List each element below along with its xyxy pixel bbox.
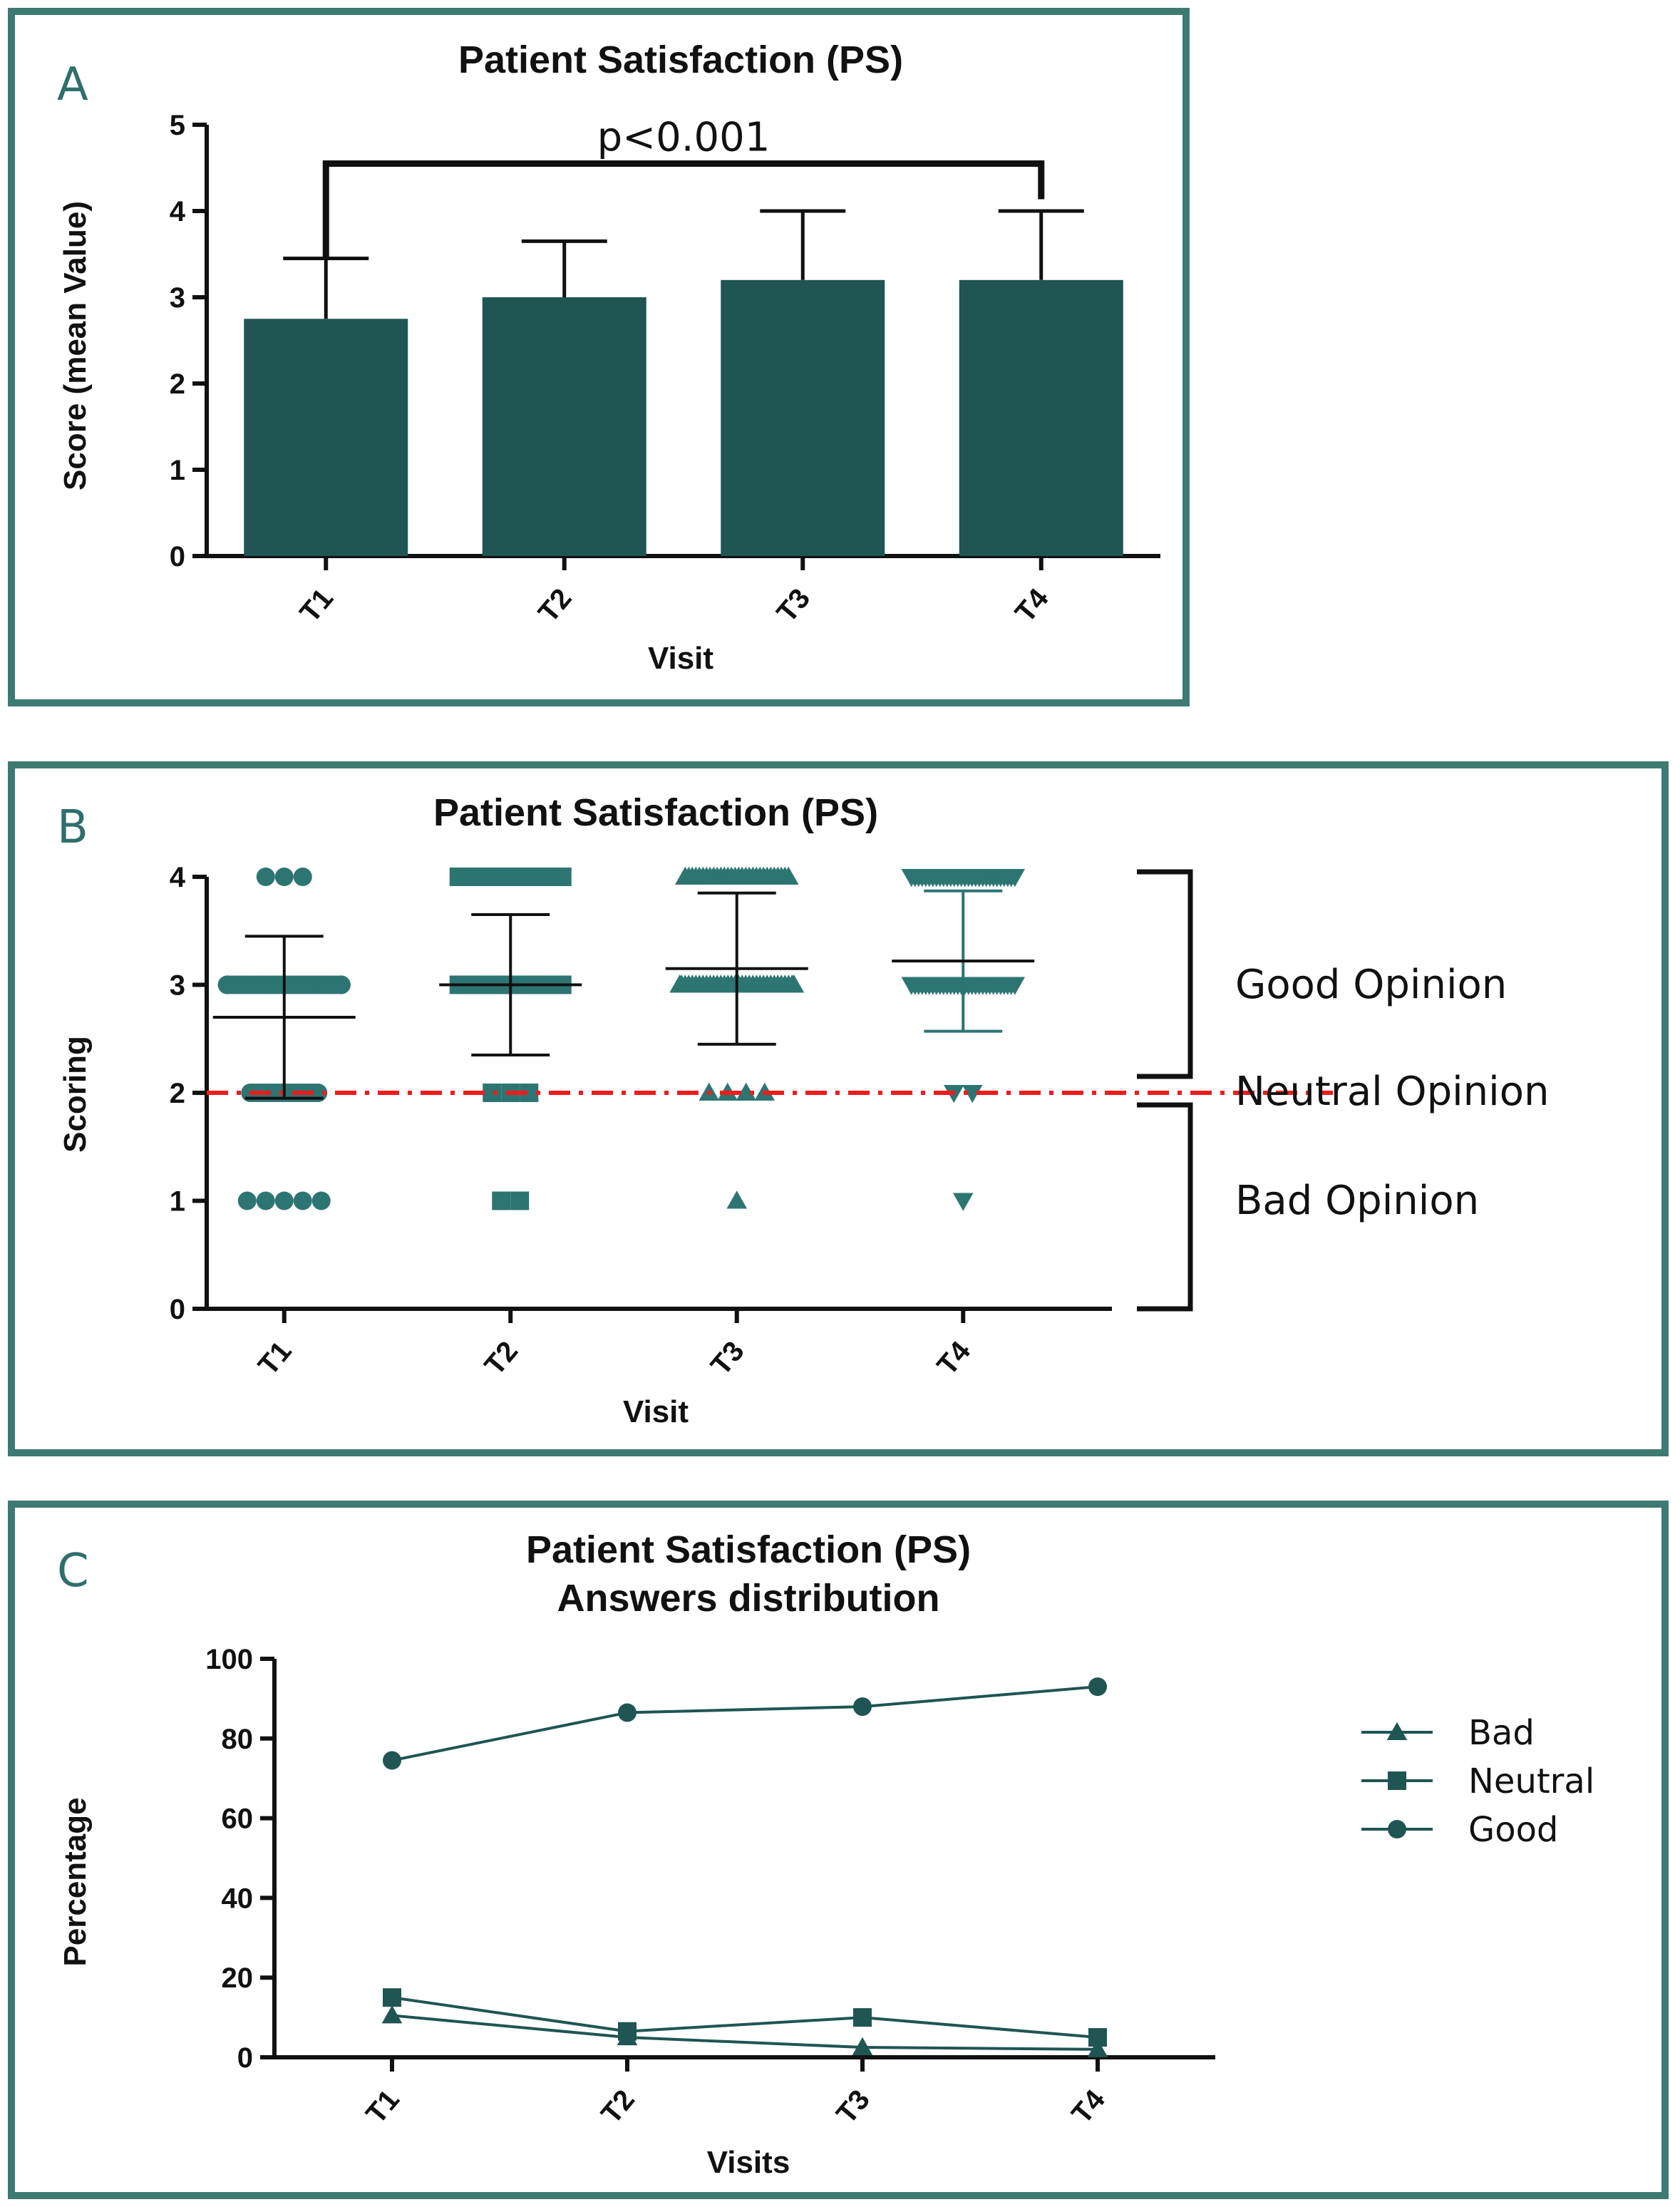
a-y-tick-label: 0 bbox=[170, 541, 185, 572]
panel-c-legend: Bad Neutral Good bbox=[1361, 1713, 1594, 1850]
b-data-point bbox=[256, 868, 275, 886]
panel-a-ylabel: Score (mean Value) bbox=[58, 201, 93, 490]
c-y-tick-label: 0 bbox=[237, 2042, 253, 2074]
panel-a-xlabel: Visit bbox=[648, 641, 713, 676]
a-y-tick-label: 2 bbox=[170, 369, 185, 400]
c-point-neutral bbox=[1088, 2028, 1107, 2047]
c-y-tick-label: 20 bbox=[222, 1962, 254, 1994]
b-data-point bbox=[736, 1082, 757, 1101]
b-data-point bbox=[492, 1191, 511, 1210]
c-point-neutral bbox=[618, 2022, 637, 2041]
c-y-tick-label: 60 bbox=[222, 1804, 254, 1835]
b-data-point bbox=[483, 1084, 502, 1102]
a-bar bbox=[721, 279, 885, 556]
c-point-good bbox=[383, 1751, 401, 1770]
b-data-point bbox=[952, 1193, 974, 1211]
panel-c-frame bbox=[8, 1501, 1669, 2199]
panel-b-ylabel: Scoring bbox=[58, 1036, 93, 1153]
b-data-point bbox=[274, 1191, 294, 1210]
b-good-bracket bbox=[1137, 869, 1193, 1079]
c-legend-label: Bad bbox=[1468, 1713, 1535, 1753]
c-point-neutral bbox=[383, 1988, 401, 2007]
b-bad-bracket bbox=[1137, 1102, 1193, 1312]
b-data-point bbox=[237, 1191, 257, 1210]
c-legend-marker bbox=[1386, 1722, 1408, 1741]
a-y-tick-label: 3 bbox=[170, 282, 185, 314]
b-data-point bbox=[1004, 868, 1026, 888]
c-legend-marker bbox=[1388, 1820, 1406, 1838]
b-data-point bbox=[293, 868, 312, 886]
c-point-bad bbox=[381, 2005, 403, 2024]
c-legend-marker bbox=[1388, 1771, 1406, 1790]
c-y-tick-label: 40 bbox=[222, 1883, 254, 1914]
panel-c-title: Patient Satisfaction (PS) bbox=[526, 1528, 971, 1571]
a-significance-label: p<0.001 bbox=[597, 114, 771, 160]
a-bar bbox=[244, 319, 408, 556]
a-significance-bracket bbox=[322, 160, 1045, 259]
b-y-tick-label: 1 bbox=[170, 1186, 185, 1218]
a-y-tick-label: 1 bbox=[170, 455, 185, 486]
panel-b-xlabel: Visit bbox=[623, 1394, 689, 1429]
panel-c-letter: C bbox=[57, 1545, 89, 1598]
c-y-tick-label: 80 bbox=[222, 1724, 254, 1755]
b-data-point bbox=[1004, 977, 1026, 995]
a-y-tick-label: 5 bbox=[170, 110, 185, 141]
c-point-good bbox=[853, 1697, 872, 1717]
b-y-tick-label: 0 bbox=[170, 1294, 185, 1325]
c-y-tick-label: 100 bbox=[205, 1644, 253, 1675]
b-data-point bbox=[293, 1191, 312, 1210]
c-point-good bbox=[618, 1703, 637, 1722]
panel-c: C Patient Satisfaction (PS) Answers dist… bbox=[8, 1501, 1669, 2199]
panel-a-title: Patient Satisfaction (PS) bbox=[458, 38, 903, 81]
neutral-opinion-label: Neutral Opinion bbox=[1235, 1069, 1549, 1115]
b-data-point bbox=[778, 866, 799, 885]
c-point-good bbox=[1088, 1677, 1107, 1697]
b-data-point bbox=[331, 975, 351, 994]
c-series-line-bad bbox=[391, 2014, 1098, 2051]
b-data-point bbox=[726, 1190, 748, 1209]
panel-c-ylabel: Percentage bbox=[58, 1797, 93, 1966]
bad-opinion-label: Bad Opinion bbox=[1235, 1178, 1479, 1224]
b-data-point bbox=[274, 868, 294, 886]
a-y-tick-label: 4 bbox=[170, 196, 186, 227]
c-point-neutral bbox=[853, 2008, 872, 2027]
b-data-point bbox=[311, 1191, 331, 1210]
b-data-point bbox=[510, 1191, 530, 1210]
panel-b-letter: B bbox=[57, 801, 88, 854]
good-opinion-label: Good Opinion bbox=[1235, 962, 1507, 1008]
panel-b-title: Patient Satisfaction (PS) bbox=[433, 791, 878, 834]
c-series-line-good bbox=[391, 1685, 1098, 1762]
b-data-point bbox=[962, 1084, 983, 1104]
b-data-point bbox=[552, 868, 572, 886]
b-data-point bbox=[256, 1191, 275, 1210]
a-bar bbox=[482, 297, 646, 556]
c-series-line-neutral bbox=[391, 1996, 1098, 2039]
panel-c-subtitle: Answers distribution bbox=[557, 1577, 939, 1620]
b-data-point bbox=[783, 974, 805, 993]
b-y-tick-label: 3 bbox=[170, 970, 185, 1002]
b-y-tick-label: 2 bbox=[170, 1078, 185, 1109]
b-y-tick-label: 4 bbox=[170, 862, 186, 893]
panel-c-xlabel: Visits bbox=[707, 2145, 790, 2180]
panel-a-letter: A bbox=[57, 58, 88, 111]
c-point-bad bbox=[852, 2037, 873, 2056]
c-legend-label: Good bbox=[1468, 1810, 1558, 1850]
a-bar bbox=[959, 279, 1123, 556]
c-legend-label: Neutral bbox=[1468, 1761, 1594, 1801]
c-point-bad bbox=[1087, 2039, 1108, 2057]
